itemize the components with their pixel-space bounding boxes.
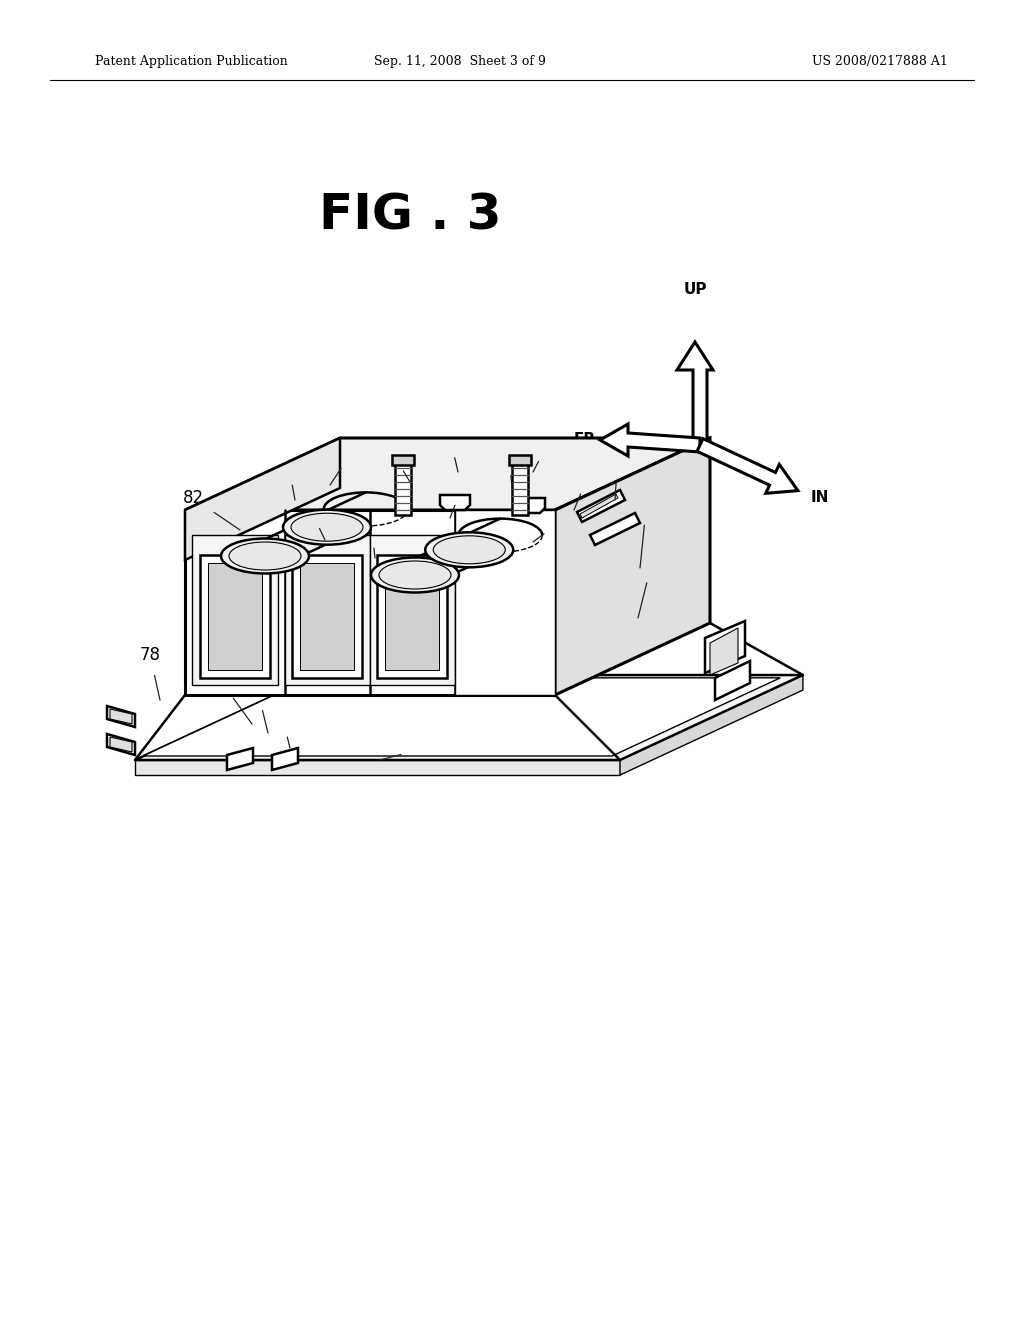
Polygon shape xyxy=(227,748,253,770)
Text: 56: 56 xyxy=(638,480,658,499)
Text: 48A: 48A xyxy=(269,719,301,737)
Ellipse shape xyxy=(223,539,307,573)
Polygon shape xyxy=(512,459,528,515)
Polygon shape xyxy=(580,494,618,517)
Polygon shape xyxy=(110,737,132,752)
Polygon shape xyxy=(515,498,545,513)
Polygon shape xyxy=(200,554,270,678)
Polygon shape xyxy=(300,564,354,671)
Polygon shape xyxy=(135,760,620,775)
Ellipse shape xyxy=(373,558,457,591)
Polygon shape xyxy=(705,620,745,673)
Ellipse shape xyxy=(283,510,371,545)
Polygon shape xyxy=(110,709,132,723)
Text: 48C: 48C xyxy=(569,473,602,490)
Polygon shape xyxy=(710,628,738,675)
Polygon shape xyxy=(455,510,555,696)
Text: 82A: 82A xyxy=(526,444,559,462)
Text: US 2008/0217888 A1: US 2008/0217888 A1 xyxy=(812,55,948,69)
Polygon shape xyxy=(143,678,780,756)
Text: 84: 84 xyxy=(543,517,563,536)
Text: 84: 84 xyxy=(449,486,469,504)
Polygon shape xyxy=(620,675,803,775)
Polygon shape xyxy=(385,564,439,671)
Polygon shape xyxy=(185,438,340,560)
Polygon shape xyxy=(440,495,470,510)
Polygon shape xyxy=(577,490,625,521)
Polygon shape xyxy=(135,675,803,760)
Text: 60: 60 xyxy=(408,741,428,759)
Polygon shape xyxy=(555,438,710,696)
Polygon shape xyxy=(395,459,411,515)
Text: 86: 86 xyxy=(362,531,384,549)
Text: 78: 78 xyxy=(208,668,228,686)
Text: Sep. 11, 2008  Sheet 3 of 9: Sep. 11, 2008 Sheet 3 of 9 xyxy=(374,55,546,69)
Ellipse shape xyxy=(291,513,362,541)
Polygon shape xyxy=(715,661,750,700)
Ellipse shape xyxy=(371,557,459,593)
Text: 82A: 82A xyxy=(436,437,468,455)
Polygon shape xyxy=(193,535,278,685)
Text: 48: 48 xyxy=(606,459,628,477)
Polygon shape xyxy=(106,706,135,727)
Ellipse shape xyxy=(379,561,451,589)
Text: 82: 82 xyxy=(304,510,326,528)
Text: Patent Application Publication: Patent Application Publication xyxy=(95,55,288,69)
Polygon shape xyxy=(185,438,710,510)
Text: 82: 82 xyxy=(182,488,204,507)
Polygon shape xyxy=(697,438,798,494)
Text: 86: 86 xyxy=(280,465,300,482)
Ellipse shape xyxy=(221,539,309,573)
Text: 78: 78 xyxy=(139,645,161,664)
Polygon shape xyxy=(285,535,370,685)
Polygon shape xyxy=(377,554,447,678)
Ellipse shape xyxy=(433,536,505,564)
Text: UP: UP xyxy=(683,282,707,297)
Polygon shape xyxy=(292,554,362,678)
Polygon shape xyxy=(392,455,414,465)
Text: FR: FR xyxy=(573,433,596,447)
Ellipse shape xyxy=(425,532,513,568)
Polygon shape xyxy=(208,564,262,671)
Text: 56: 56 xyxy=(248,682,268,701)
Text: 72: 72 xyxy=(500,457,520,475)
Text: 72: 72 xyxy=(387,453,409,471)
Text: IN: IN xyxy=(811,490,829,504)
Text: 54: 54 xyxy=(340,446,360,465)
Polygon shape xyxy=(509,455,531,465)
Text: 48B: 48B xyxy=(638,545,670,564)
Polygon shape xyxy=(677,342,713,445)
Ellipse shape xyxy=(229,543,301,570)
Polygon shape xyxy=(370,535,455,685)
Polygon shape xyxy=(106,734,135,755)
Polygon shape xyxy=(590,513,640,545)
Text: FIG . 3: FIG . 3 xyxy=(318,191,502,239)
Polygon shape xyxy=(185,510,555,696)
Polygon shape xyxy=(272,748,298,770)
Polygon shape xyxy=(600,424,700,455)
